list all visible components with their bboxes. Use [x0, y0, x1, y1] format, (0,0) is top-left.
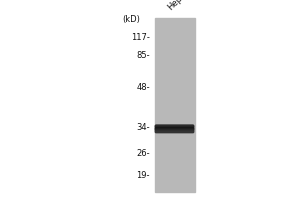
- Text: (kD): (kD): [122, 15, 140, 24]
- Text: HepG2: HepG2: [166, 0, 192, 12]
- Bar: [155, 126, 193, 127]
- Bar: [155, 125, 193, 126]
- Text: 48-: 48-: [136, 84, 150, 92]
- Bar: [155, 128, 193, 129]
- Text: 19-: 19-: [136, 171, 150, 180]
- Bar: [155, 126, 193, 127]
- Bar: [155, 124, 193, 125]
- Bar: [155, 127, 193, 128]
- Bar: [155, 125, 193, 126]
- Text: 34-: 34-: [136, 123, 150, 132]
- Bar: [155, 128, 193, 129]
- Bar: [155, 18, 195, 192]
- Bar: [155, 128, 193, 129]
- Text: 85-: 85-: [136, 50, 150, 60]
- Bar: [155, 127, 193, 128]
- Bar: [155, 131, 193, 132]
- Bar: [155, 125, 193, 126]
- Bar: [155, 129, 193, 130]
- Text: 26-: 26-: [136, 148, 150, 158]
- Text: 117-: 117-: [131, 33, 150, 43]
- Bar: [155, 130, 193, 131]
- Bar: [155, 130, 193, 131]
- Bar: [155, 129, 193, 130]
- Bar: [155, 131, 193, 132]
